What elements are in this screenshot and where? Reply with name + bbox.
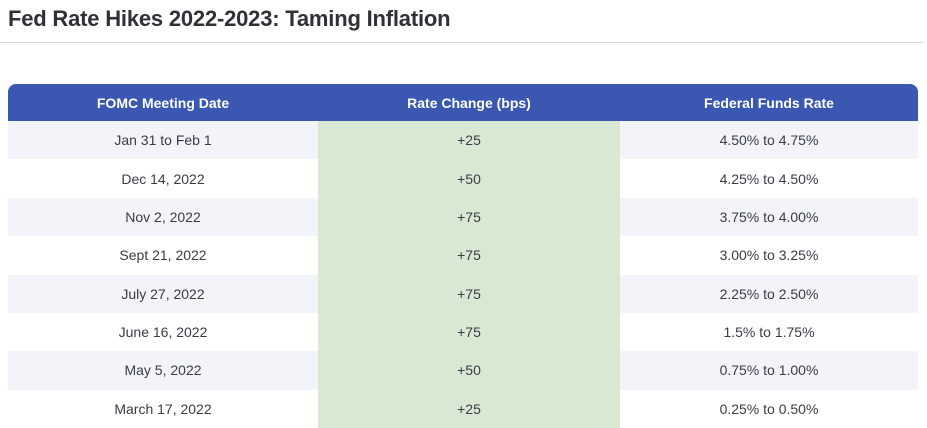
table-row: Sept 21, 2022 +75 3.00% to 3.25% <box>8 236 918 275</box>
funds-rate-cell: 1.5% to 1.75% <box>723 324 815 341</box>
meeting-date-cell: May 5, 2022 <box>124 362 202 379</box>
page-title: Fed Rate Hikes 2022-2023: Taming Inflati… <box>8 6 451 31</box>
table-header-row: FOMC Meeting Date Rate Change (bps) Fede… <box>8 84 918 121</box>
meeting-date-cell: June 16, 2022 <box>118 324 208 341</box>
rate-change-cell: +75 <box>318 312 620 352</box>
rate-change-cell: +25 <box>318 121 620 160</box>
funds-rate-cell: 0.25% to 0.50% <box>719 400 819 417</box>
funds-rate-cell: 3.75% to 4.00% <box>719 208 819 225</box>
column-header-meeting-date: FOMC Meeting Date <box>96 94 230 111</box>
funds-rate-cell: 4.25% to 4.50% <box>719 170 819 187</box>
meeting-date-cell: Jan 31 to Feb 1 <box>114 132 212 149</box>
table-row: Jan 31 to Feb 1 +25 4.50% to 4.75% <box>8 121 918 160</box>
funds-rate-cell: 3.00% to 3.25% <box>719 247 819 264</box>
meeting-date-cell: Nov 2, 2022 <box>125 208 201 225</box>
meeting-date-cell: Sept 21, 2022 <box>119 247 207 264</box>
table-row: Nov 2, 2022 +75 3.75% to 4.00% <box>8 197 918 237</box>
column-header-funds-rate: Federal Funds Rate <box>704 94 834 111</box>
meeting-date-cell: Dec 14, 2022 <box>121 170 205 187</box>
rate-change-cell: +75 <box>318 236 620 275</box>
funds-rate-cell: 4.50% to 4.75% <box>719 132 819 149</box>
rate-change-cell: +75 <box>318 197 620 237</box>
rate-change-cell: +75 <box>318 274 620 313</box>
table-row: May 5, 2022 +50 0.75% to 1.00% <box>8 351 918 390</box>
table-row: June 16, 2022 +75 1.5% to 1.75% <box>8 312 918 352</box>
funds-rate-cell: 2.25% to 2.50% <box>719 285 819 302</box>
rate-change-cell: +25 <box>318 389 620 428</box>
meeting-date-cell: July 27, 2022 <box>121 285 205 302</box>
column-header-rate-change: Rate Change (bps) <box>407 94 531 111</box>
table-row: July 27, 2022 +75 2.25% to 2.50% <box>8 274 918 313</box>
title-divider <box>0 42 924 43</box>
table-row: March 17, 2022 +25 0.25% to 0.50% <box>8 389 918 428</box>
fed-rate-table: FOMC Meeting Date Rate Change (bps) Fede… <box>8 84 918 428</box>
funds-rate-cell: 0.75% to 1.00% <box>719 362 819 379</box>
rate-change-cell: +50 <box>318 159 620 198</box>
table-row: Dec 14, 2022 +50 4.25% to 4.50% <box>8 159 918 198</box>
meeting-date-cell: March 17, 2022 <box>114 400 212 417</box>
rate-change-cell: +50 <box>318 351 620 390</box>
table-body: Jan 31 to Feb 1 +25 4.50% to 4.75% Dec 1… <box>8 121 918 428</box>
